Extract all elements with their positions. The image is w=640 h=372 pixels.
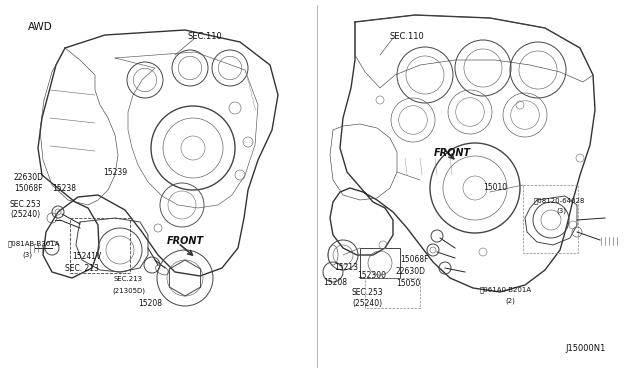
Text: 152300: 152300: [357, 271, 386, 280]
Text: ⓘ08120-64028: ⓘ08120-64028: [534, 197, 586, 203]
Bar: [360, 248, 400, 278]
Text: ⓘ061A0-B201A: ⓘ061A0-B201A: [480, 286, 532, 293]
Text: 15239: 15239: [103, 168, 127, 177]
Text: SEC.110: SEC.110: [390, 32, 425, 41]
Text: FRONT: FRONT: [434, 148, 471, 158]
Bar: [365, 278, 420, 308]
Text: 15208: 15208: [138, 299, 162, 308]
Text: 22630D: 22630D: [396, 267, 426, 276]
Text: FRONT: FRONT: [167, 236, 204, 246]
Text: 15208: 15208: [323, 278, 347, 287]
Text: 15213: 15213: [334, 263, 358, 272]
Text: SEC. 213: SEC. 213: [65, 264, 99, 273]
Text: 22630D: 22630D: [14, 173, 44, 182]
Bar: [523, 185, 578, 253]
Bar: [70, 218, 130, 273]
Text: 15050: 15050: [396, 279, 420, 288]
Text: (3): (3): [22, 252, 32, 259]
Text: SEC.213: SEC.213: [114, 276, 143, 282]
Text: ⓘ081AB-B301A: ⓘ081AB-B301A: [8, 240, 61, 247]
Text: (21305D): (21305D): [112, 287, 145, 294]
Text: 15068F: 15068F: [400, 255, 429, 264]
Text: (25240): (25240): [10, 210, 40, 219]
Text: SEC.253: SEC.253: [10, 200, 42, 209]
Text: SEC.110: SEC.110: [188, 32, 223, 41]
Text: (2): (2): [505, 297, 515, 304]
Text: (25240): (25240): [352, 299, 382, 308]
Text: J15000N1: J15000N1: [565, 344, 605, 353]
Text: 15241V: 15241V: [72, 252, 101, 261]
Text: 15010: 15010: [483, 183, 507, 192]
Text: SEC.253: SEC.253: [352, 288, 383, 297]
Text: 15068F: 15068F: [14, 184, 42, 193]
Text: AWD: AWD: [28, 22, 52, 32]
Text: 15238: 15238: [52, 184, 76, 193]
Text: (3): (3): [556, 207, 566, 214]
